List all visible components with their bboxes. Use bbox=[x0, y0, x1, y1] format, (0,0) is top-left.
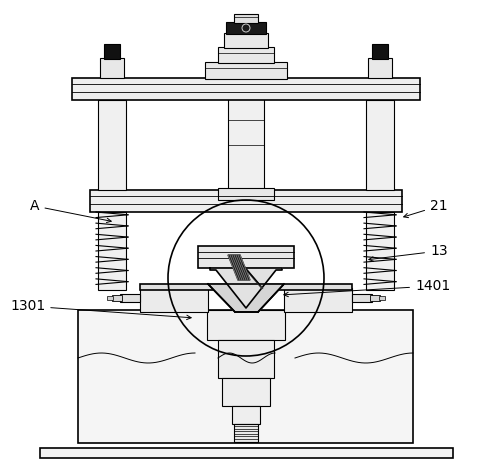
Bar bbox=[218, 47, 274, 63]
Polygon shape bbox=[210, 268, 282, 308]
Bar bbox=[228, 88, 264, 190]
Bar bbox=[72, 78, 420, 100]
Bar bbox=[368, 58, 392, 78]
Polygon shape bbox=[228, 255, 250, 280]
Polygon shape bbox=[208, 284, 284, 312]
Text: 13: 13 bbox=[369, 244, 448, 261]
Bar bbox=[370, 295, 380, 301]
Bar bbox=[120, 294, 140, 302]
Bar bbox=[140, 284, 352, 290]
Bar bbox=[98, 212, 126, 290]
Text: 1301: 1301 bbox=[10, 299, 191, 319]
Bar bbox=[40, 448, 453, 458]
Bar bbox=[224, 33, 268, 48]
Bar bbox=[78, 310, 413, 443]
Text: 21: 21 bbox=[404, 199, 448, 218]
Bar bbox=[232, 406, 260, 424]
Bar bbox=[140, 288, 208, 312]
Bar bbox=[107, 296, 113, 300]
Bar bbox=[284, 288, 352, 312]
Text: 1401: 1401 bbox=[284, 279, 450, 297]
Bar bbox=[379, 296, 385, 300]
Bar bbox=[234, 14, 258, 23]
Bar bbox=[218, 340, 274, 378]
Text: A: A bbox=[30, 199, 111, 223]
Bar bbox=[218, 188, 274, 200]
Bar bbox=[352, 294, 372, 302]
Bar bbox=[366, 212, 394, 290]
Bar bbox=[226, 22, 266, 34]
Bar bbox=[205, 62, 287, 79]
Bar bbox=[198, 246, 294, 268]
Bar bbox=[234, 424, 258, 442]
Bar bbox=[100, 58, 124, 78]
Bar bbox=[104, 44, 120, 59]
Bar bbox=[207, 310, 285, 340]
Bar bbox=[98, 100, 126, 190]
Bar bbox=[90, 190, 402, 212]
Bar bbox=[222, 378, 270, 406]
Bar bbox=[366, 100, 394, 190]
Bar bbox=[112, 295, 122, 301]
Bar bbox=[372, 44, 388, 59]
